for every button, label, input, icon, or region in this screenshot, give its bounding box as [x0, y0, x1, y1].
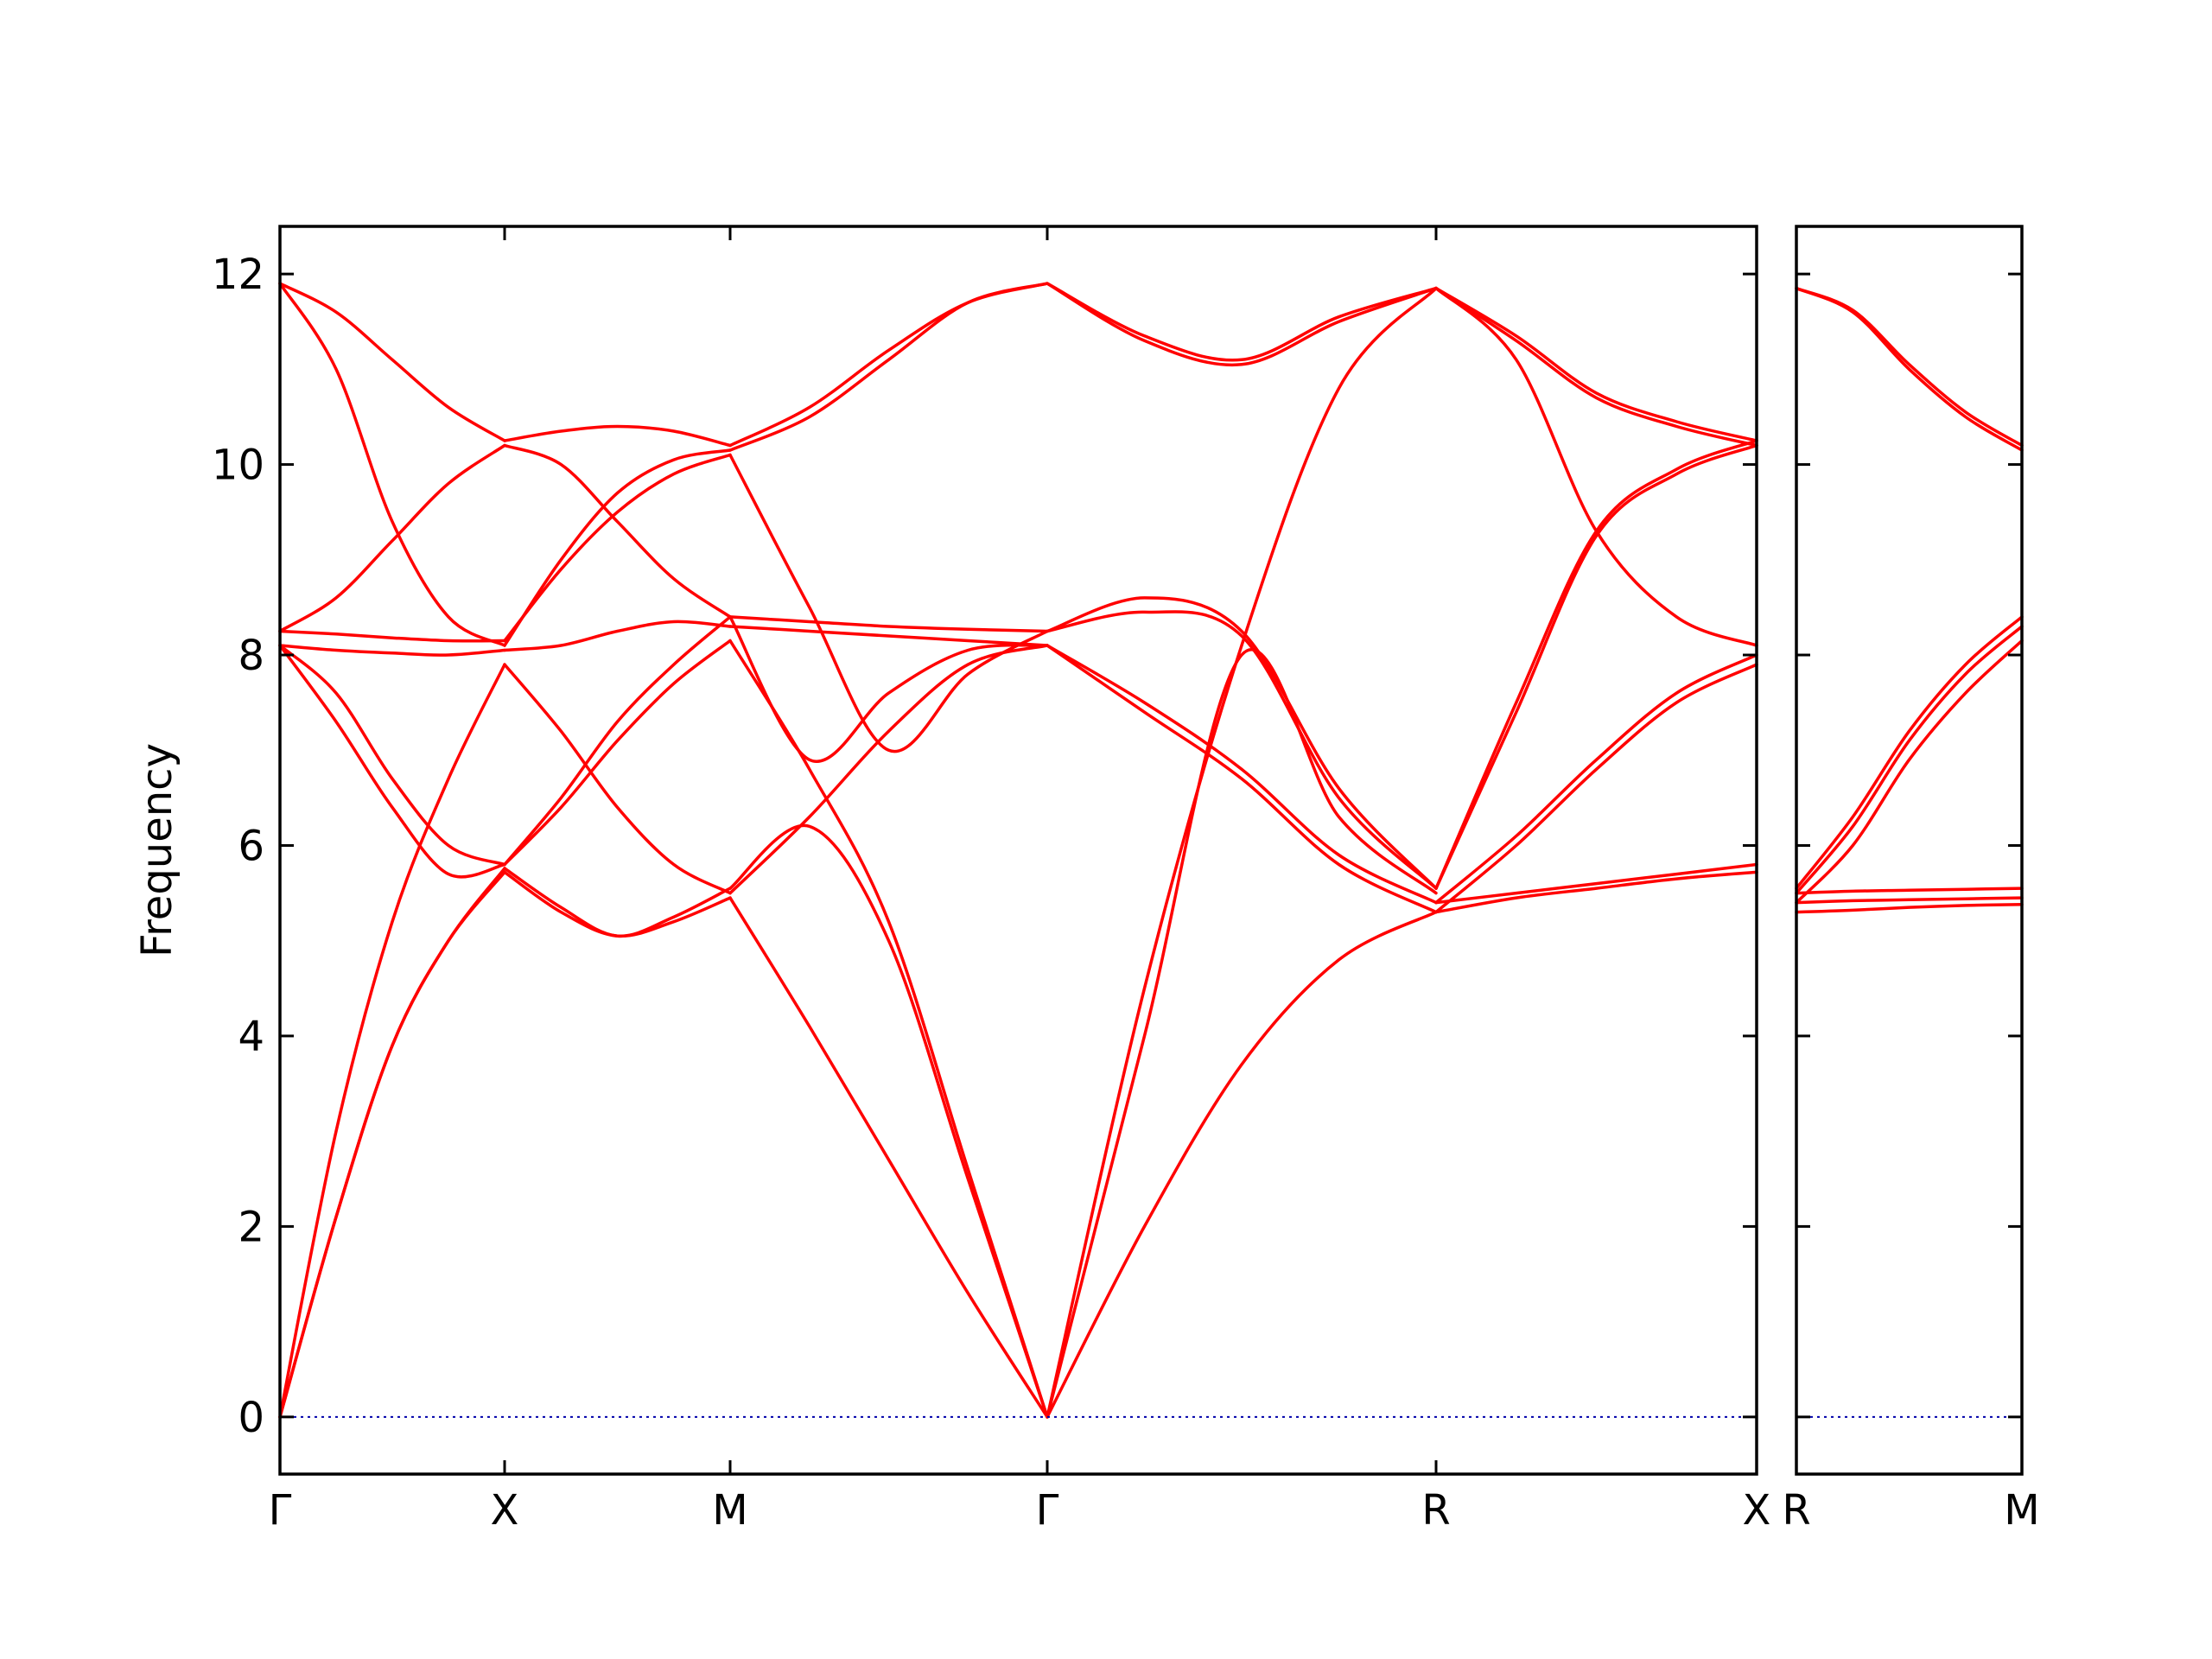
band-line-0-4 — [278, 644, 506, 867]
band-line-4-1 — [1434, 862, 1758, 905]
band-line-1-4 — [503, 615, 732, 867]
plot-frame-main — [278, 225, 1758, 1476]
band-line-4-6 — [1434, 286, 1758, 647]
band-line-4-0 — [1434, 870, 1758, 914]
band-panel-main: 0 2 4 6 8 10 12 Γ X M Γ R X — [212, 225, 1771, 1535]
band-line-2-3 — [728, 639, 1049, 1419]
band-line-4-4 — [1434, 443, 1758, 890]
band-line-0-3 — [278, 644, 506, 879]
band-line-1-3 — [503, 639, 732, 867]
band-line-2-5 — [728, 625, 1049, 647]
band-line-4-5 — [1434, 439, 1758, 890]
band-line-2-2 — [728, 644, 1049, 895]
band-line-1-8 — [503, 448, 732, 647]
x1-tick-label-5: X — [1743, 1486, 1771, 1535]
band-line-0-9 — [278, 282, 506, 442]
band-line-5-5 — [1795, 615, 2024, 890]
band-line-0-1 — [278, 867, 506, 1419]
band-line-0-8 — [278, 282, 506, 647]
band-line-3-3 — [1046, 644, 1438, 914]
y-tick-label-10: 10 — [212, 442, 264, 490]
y-tick-label-2: 2 — [238, 1203, 264, 1251]
band-line-2-6 — [728, 615, 1049, 633]
y-axis-ticks: 0 2 4 6 8 10 12 — [212, 251, 1757, 1442]
band-line-0-7 — [278, 443, 506, 633]
band-line-4-8 — [1434, 286, 1758, 442]
y-tick-label-8: 8 — [238, 632, 264, 680]
band-line-3-0 — [1046, 910, 1438, 1419]
band-line-5-0 — [1795, 903, 2024, 914]
band-line-5-7 — [1795, 286, 2024, 448]
x1-tick-label-4: R — [1421, 1486, 1450, 1535]
band-line-2-4 — [728, 615, 1049, 763]
band-line-5-1 — [1795, 896, 2024, 905]
y-tick-label-6: 6 — [238, 822, 264, 870]
band-line-3-8 — [1046, 282, 1438, 362]
band-line-2-1 — [728, 823, 1049, 1419]
x1-tick-label-0: Γ — [269, 1486, 292, 1535]
band-line-0-0 — [278, 870, 506, 1419]
band-line-2-9 — [728, 282, 1049, 448]
y-tick-label-12: 12 — [212, 251, 264, 299]
band-line-5-2 — [1795, 887, 2024, 895]
x2-tick-label-1: M — [2004, 1486, 2039, 1535]
band-line-1-5 — [503, 620, 732, 652]
band-line-0-5 — [278, 644, 506, 657]
band-line-1-1 — [503, 867, 732, 938]
x1-tick-label-1: X — [491, 1486, 519, 1535]
band-line-1-0 — [503, 870, 732, 938]
band-line-1-9 — [503, 424, 732, 448]
band-line-0-2 — [278, 663, 506, 1419]
band-lines-main — [278, 282, 1758, 1419]
y-axis-ticks-secondary — [1796, 272, 2022, 1419]
plot-frame-secondary — [1795, 225, 2024, 1476]
y-tick-label-4: 4 — [238, 1013, 264, 1061]
band-line-4-7 — [1434, 286, 1758, 448]
band-line-3-2 — [1046, 648, 1438, 1419]
band-line-3-7 — [1046, 282, 1438, 367]
x1-tick-label-3: Γ — [1036, 1486, 1059, 1535]
y-axis-label: Frequency — [133, 743, 181, 957]
band-line-3-1 — [1046, 286, 1438, 1419]
band-line-2-0 — [728, 896, 1049, 1419]
band-line-1-7 — [503, 443, 732, 619]
band-line-4-3 — [1434, 653, 1758, 905]
band-line-1-2 — [503, 663, 732, 895]
band-line-0-6 — [278, 629, 506, 643]
x1-tick-label-2: M — [712, 1486, 747, 1535]
band-line-4-2 — [1434, 663, 1758, 914]
band-line-3-6 — [1046, 596, 1438, 890]
band-line-2-7 — [728, 453, 1049, 753]
band-line-3-4 — [1046, 644, 1438, 905]
x2-tick-label-0: R — [1782, 1486, 1810, 1535]
band-line-5-3 — [1795, 639, 2024, 905]
band-line-5-4 — [1795, 625, 2024, 895]
y-tick-label-0: 0 — [238, 1394, 264, 1442]
band-line-3-5 — [1046, 610, 1438, 890]
band-lines-secondary — [1795, 286, 2024, 914]
band-line-1-6 — [503, 453, 732, 643]
